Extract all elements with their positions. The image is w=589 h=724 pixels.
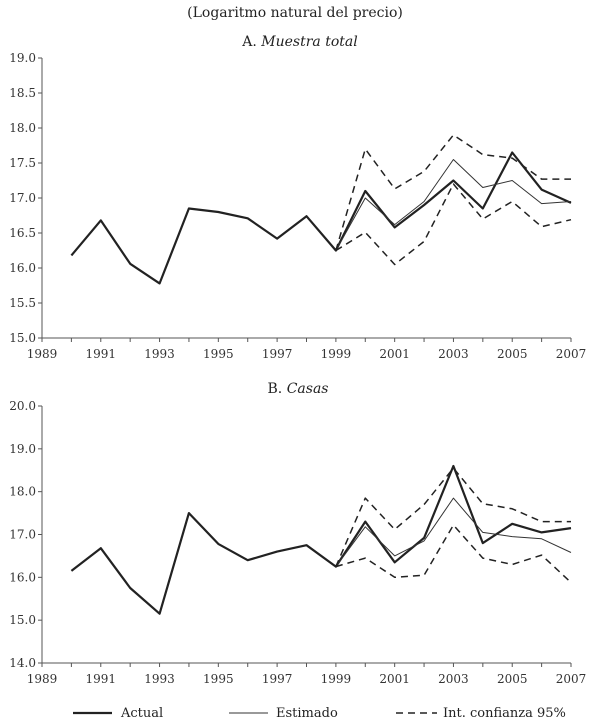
legend-ci-label: Int. confianza 95% xyxy=(443,706,566,721)
chart-b-x-tick-label: 2005 xyxy=(497,672,528,686)
chart-b-series-ci-lower xyxy=(335,524,572,584)
chart-b-x-tick-label: 1991 xyxy=(86,672,117,686)
chart-a-y-tick-label: 15.0 xyxy=(9,331,36,345)
chart-b-y-tick-label: 20.0 xyxy=(9,399,36,413)
legend: Actual Estimado Int. confianza 95% xyxy=(73,706,566,721)
chart-a-title: A. Muestra total xyxy=(241,34,357,50)
chart-a-x-tick-label: 2005 xyxy=(497,347,528,361)
chart-b-x-tick-label: 2007 xyxy=(556,672,587,686)
chart-a-y-tick-label: 16.0 xyxy=(9,261,36,275)
chart-a-x-tick-label: 2007 xyxy=(556,347,587,361)
chart-b-y-tick-label: 16.0 xyxy=(9,570,36,584)
chart-b-y-tick-label: 17.0 xyxy=(9,528,36,542)
chart-b-y-tick-label: 14.0 xyxy=(9,656,36,670)
chart-a-x-tick-label: 1997 xyxy=(262,347,293,361)
chart-a-muestra-total: 15.0 15.5 16.0 16.5 17.0 17.5 18.0 18.5 19.0 1989… xyxy=(9,51,586,361)
chart-a-x-tick-label: 2001 xyxy=(379,347,410,361)
chart-a-y-tick-label: 18.5 xyxy=(9,86,36,100)
chart-b-x-tick-label: 2001 xyxy=(379,672,410,686)
chart-b-y-tick-label: 18.0 xyxy=(9,485,36,499)
chart-a-x-tick-label: 2003 xyxy=(438,347,469,361)
chart-b-x-tick-label: 1999 xyxy=(321,672,352,686)
chart-b-y-tick-label: 19.0 xyxy=(9,442,36,456)
chart-b-x-tick-label: 1995 xyxy=(203,672,234,686)
chart-a-series-estimado xyxy=(335,159,572,251)
chart-a-y-tick-label: 18.0 xyxy=(9,121,36,135)
chart-a-y-tick-label: 16.5 xyxy=(9,226,36,240)
chart-a-y-tick-label: 17.0 xyxy=(9,191,36,205)
chart-b-title: B. Casas xyxy=(268,381,329,397)
chart-b-series-actual xyxy=(70,464,572,615)
chart-b-x-tick-label: 2003 xyxy=(438,672,469,686)
figure-subtitle: (Logaritmo natural del precio) xyxy=(187,5,403,21)
chart-a-series-actual xyxy=(70,151,572,285)
chart-a-y-tick-label: 15.5 xyxy=(9,296,36,310)
chart-b-casas: 14.0 15.0 16.0 17.0 18.0 19.0 20.0 1989 1991 1993… xyxy=(9,399,586,686)
chart-a-x-tick-label: 1991 xyxy=(86,347,117,361)
chart-a-x-tick-label: 1989 xyxy=(27,347,58,361)
chart-a-x-tick-label: 1995 xyxy=(203,347,234,361)
chart-a-y-tick-label: 19.0 xyxy=(9,51,36,65)
chart-a-x-tick-label: 1999 xyxy=(321,347,352,361)
chart-b-x-tick-label: 1993 xyxy=(144,672,175,686)
chart-b-series-estimado xyxy=(335,497,572,567)
chart-b-series-ci-upper xyxy=(335,467,571,567)
legend-actual-label: Actual xyxy=(120,706,163,721)
chart-b-x-tick-label: 1989 xyxy=(27,672,58,686)
chart-a-series-ci-upper xyxy=(335,134,571,251)
chart-b-y-tick-label: 15.0 xyxy=(9,613,36,627)
chart-a-series-ci-lower xyxy=(335,183,572,266)
chart-b-x-tick-label: 1997 xyxy=(262,672,293,686)
chart-a-y-tick-label: 17.5 xyxy=(9,156,36,170)
chart-a-x-tick-label: 1993 xyxy=(144,347,175,361)
legend-estimado-label: Estimado xyxy=(276,706,338,721)
